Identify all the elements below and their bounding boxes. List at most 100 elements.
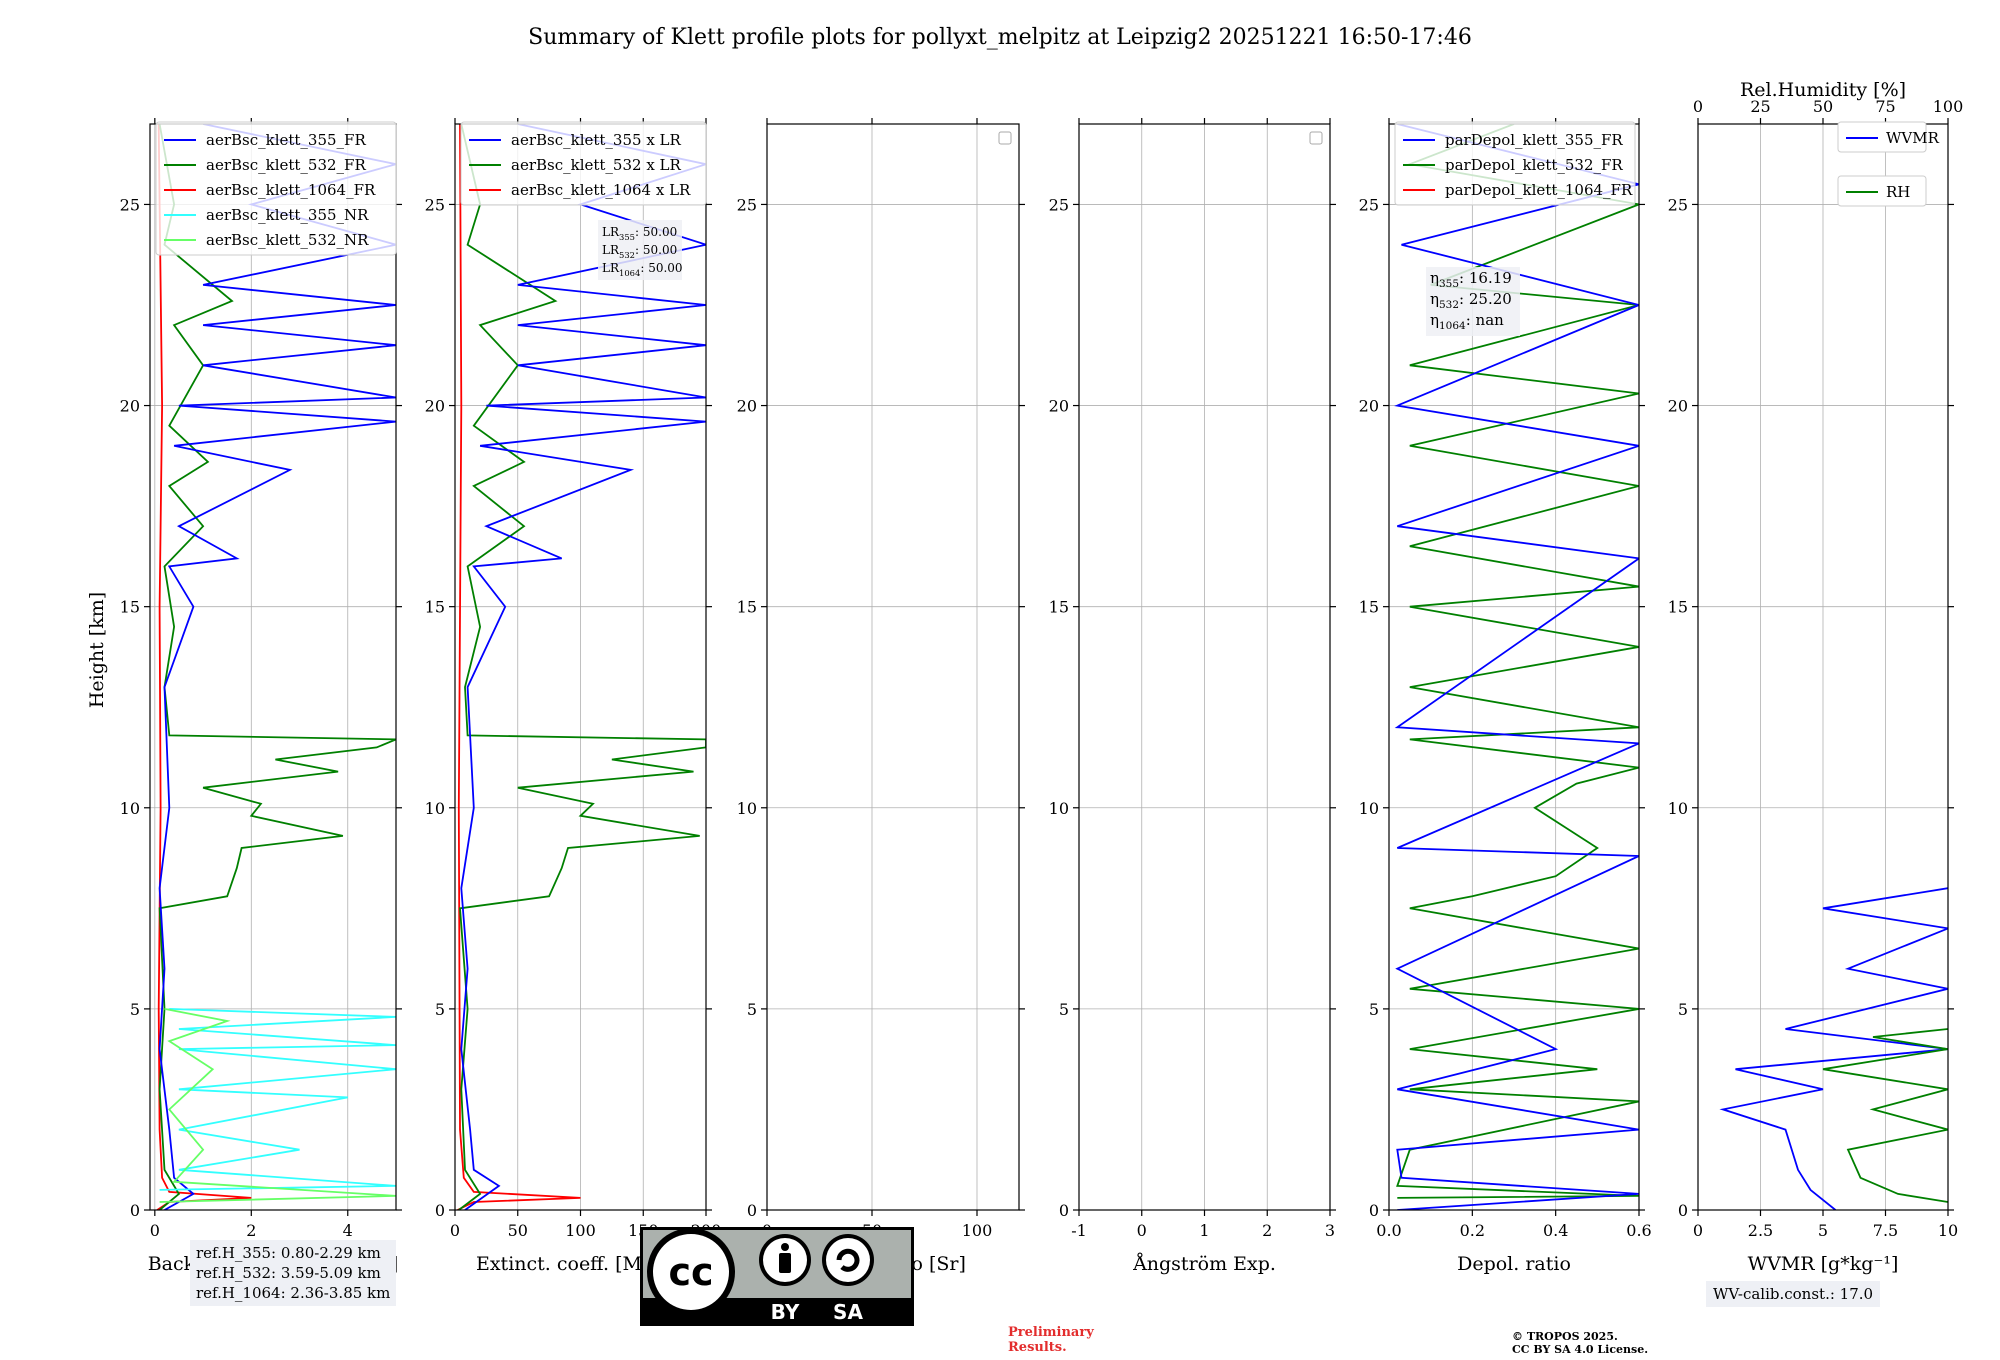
copyright-line-2: CC BY SA 4.0 License. [1512, 1343, 1649, 1356]
legend-entry: aerBsc_klett_1064 x LR [511, 181, 691, 199]
top-x-tick-label: 0 [1693, 97, 1703, 116]
x-tick-label: 3 [1325, 1221, 1335, 1240]
y-tick-label: 5 [435, 1000, 445, 1019]
sa-label: SA [833, 1300, 863, 1324]
panel-extinction: 0510152025050100150200Extinct. coeff. [M… [425, 118, 721, 1275]
y-tick-label: 0 [130, 1201, 140, 1220]
x-tick-label: 0 [1693, 1221, 1703, 1240]
x-tick-label: 0.4 [1543, 1221, 1568, 1240]
by-label: BY [771, 1300, 800, 1324]
figure-title: Summary of Klett profile plots for polly… [528, 25, 1472, 50]
y-tick-label: 0 [1059, 1201, 1069, 1220]
series-line-WVMR [1719, 887, 1948, 1210]
legend-entry: aerBsc_klett_355_NR [206, 206, 369, 224]
legend-entry: aerBsc_klett_355 x LR [511, 131, 682, 149]
y-tick-label: 5 [1059, 1000, 1069, 1019]
y-tick-label: 0 [1678, 1201, 1688, 1220]
y-tick-label: 10 [120, 799, 140, 818]
y-tick-label: 15 [1049, 598, 1069, 617]
series-group-backscatter [156, 124, 396, 1210]
copyright-notice: © TROPOS 2025. CC BY SA 4.0 License. [1512, 1330, 1648, 1356]
annotation-line: LR1064: 50.00 [602, 261, 683, 278]
y-tick-label: 15 [120, 598, 140, 617]
legend-box [1837, 121, 1927, 153]
top-x-axis-label: Rel.Humidity [%] [1740, 79, 1906, 101]
series-group-wvmr [1719, 887, 1948, 1210]
legend-wvmr[interactable]: WVMR RH [1837, 121, 1940, 207]
series-line-parDepol_klett_532_FR [1396, 124, 1639, 1199]
x-tick-label: 50 [508, 1221, 528, 1240]
y-tick-label: 25 [1359, 195, 1379, 214]
x-tick-label: 0 [450, 1221, 460, 1240]
preliminary-line-1: Preliminary [1008, 1325, 1094, 1340]
y-tick-label: 20 [425, 397, 445, 416]
annotation-line: η355: 16.19 [1430, 269, 1512, 290]
y-tick-label: 20 [1359, 397, 1379, 416]
y-tick-label: 25 [1049, 195, 1069, 214]
ref-height-1064: ref.H_1064: 2.36-3.85 km [196, 1284, 391, 1302]
y-tick-label: 25 [425, 195, 445, 214]
series-line-aerBsc_klett_532_NR [159, 1008, 396, 1203]
legend-entry: aerBsc_klett_355_FR [206, 131, 366, 149]
wv-calib-box: WV-calib.const.: 17.0 [1706, 1281, 1881, 1307]
preliminary-line-2: Results. [1008, 1340, 1067, 1355]
axes-frame-lidarratio [766, 123, 1020, 1211]
series-line-aerBsc_klett_532 x LR [458, 124, 706, 1210]
panel-wvmr: 0 5 10 15 20 25 0 2.5 5 7.5 10 WVMR [g*kg⁻¹] 0 25 50 75… [1668, 79, 1964, 1275]
y-tick-label: 15 [425, 598, 445, 617]
legend-depol[interactable]: parDepol_klett_355_FR parDepol_klett_532_… [1394, 121, 1636, 206]
legend-box [155, 121, 397, 256]
y-tick-label: 25 [120, 195, 140, 214]
annotation-box [1426, 267, 1520, 336]
legend-extinction[interactable]: aerBsc_klett_355 x LR aerBsc_klett_532 x … [460, 121, 707, 206]
y-tick-label: 15 [737, 598, 757, 617]
legend-entry: aerBsc_klett_1064_FR [206, 181, 376, 199]
legend-entry: parDepol_klett_1064_FR [1445, 181, 1633, 199]
y-tick-label: 5 [1369, 1000, 1379, 1019]
series-line-aerBsc_klett_355_NR [159, 1008, 396, 1191]
annotation-line: η532: 25.20 [1430, 290, 1512, 311]
top-x-tick-label: 75 [1875, 97, 1895, 116]
y-tick-label: 20 [737, 397, 757, 416]
legend-entry: aerBsc_klett_532_NR [206, 231, 369, 249]
x-tick-label: 100 [962, 1221, 993, 1240]
legend-backscatter[interactable]: aerBsc_klett_355_FR aerBsc_klett_532_FRae… [155, 121, 397, 256]
cc-glyph: cc [668, 1250, 713, 1294]
top-x-tick-label: 25 [1750, 97, 1770, 116]
annotation-line: LR355: 50.00 [602, 225, 677, 242]
x-tick-label: 0 [150, 1221, 160, 1240]
series-line-aerBsc_klett_1064 x LR [457, 124, 581, 1210]
legend-entry: WVMR [1886, 129, 1940, 147]
series-line-aerBsc_klett_1064_FR [156, 124, 252, 1210]
y-tick-label: 20 [1049, 397, 1069, 416]
x-axis-label-extinction: Extinct. coeff. [Mm⁻¹] [476, 1253, 685, 1275]
y-tick-label: 10 [1668, 799, 1688, 818]
legend-box [1837, 175, 1927, 207]
x-tick-label: 2 [246, 1221, 256, 1240]
x-tick-label: 1 [1199, 1221, 1209, 1240]
grid-extinction [454, 124, 707, 1211]
x-tick-label: 0.6 [1626, 1221, 1651, 1240]
legend-entry: RH [1886, 183, 1910, 201]
y-tick-label: 15 [1359, 598, 1379, 617]
x-tick-label: -1 [1071, 1221, 1087, 1240]
panel-depol: 0 5 10 15 20 25 0.0 0.2 0.4 0.6 Depol. ratio parDep… [1359, 118, 1652, 1275]
empty-legend-marker [998, 131, 1012, 145]
grid-wvmr [1697, 124, 1949, 1211]
x-tick-label: 0.2 [1460, 1221, 1485, 1240]
y-tick-label: 5 [747, 1000, 757, 1019]
reference-heights-box: ref.H_355: 0.80-2.29 km ref.H_532: 3.59-… [190, 1240, 397, 1306]
x-tick-label: 2 [1262, 1221, 1272, 1240]
top-x-tick-label: 100 [1933, 97, 1964, 116]
y-tick-label: 10 [737, 799, 757, 818]
empty-legend-marker [1309, 131, 1323, 145]
x-tick-label: 5 [1818, 1221, 1828, 1240]
x-tick-label: 10 [1938, 1221, 1958, 1240]
y-tick-label: 25 [1668, 195, 1688, 214]
annotation-box [598, 220, 682, 280]
y-axis-label: Height [km] [86, 592, 108, 708]
y-tick-label: 10 [1049, 799, 1069, 818]
